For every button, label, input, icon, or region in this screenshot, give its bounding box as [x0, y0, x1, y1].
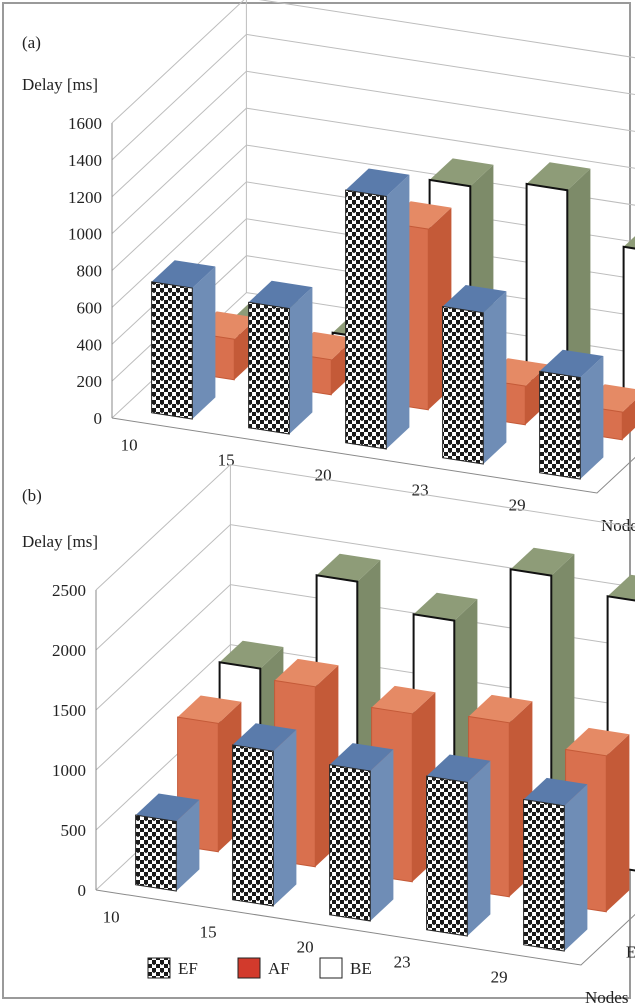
legend: EF AF BE	[147, 957, 372, 979]
x-tick-label: 29	[491, 968, 508, 987]
x-tick-label: 20	[297, 938, 314, 957]
legend-label: AF	[268, 959, 290, 978]
y-tick-label: 200	[77, 372, 103, 391]
panel-label: (a)	[22, 33, 41, 52]
x-tick-label: 23	[394, 953, 411, 972]
y-tick-label: 2000	[52, 641, 86, 660]
y-axis-label: Delay [ms]	[22, 75, 98, 94]
y-tick-label: 1200	[68, 188, 102, 207]
y-tick-label: 600	[77, 298, 103, 317]
bar-be-23	[525, 162, 591, 387]
legend-item-af: AF	[237, 957, 290, 979]
x-tick-label: 15	[200, 923, 217, 942]
x-tick-label: 20	[315, 466, 332, 485]
y-tick-label: 1400	[68, 151, 102, 170]
chart-panel-0: 0 200 400 600 800 1000 1200 1400 1600 (a) Delay [m…	[22, 0, 635, 535]
y-tick-label: 0	[94, 409, 103, 428]
legend-label: BE	[350, 959, 372, 978]
y-tick-label: 1000	[52, 761, 86, 780]
chart-panel-1: 0 500 1000 1500 2000 2500 (b) Delay [ms] 10 15 20 2…	[22, 464, 635, 1003]
y-tick-label: 800	[77, 262, 103, 281]
y-tick-label: 1500	[52, 701, 86, 720]
legend-label: EF	[178, 959, 198, 978]
gridline	[111, 0, 635, 124]
white-square-icon	[319, 957, 343, 979]
red-square-icon	[237, 957, 261, 979]
floor-edge	[95, 889, 635, 966]
legend-item-be: BE	[319, 957, 372, 979]
bar-be-29	[622, 236, 635, 398]
gridline	[111, 33, 635, 161]
x-tick-label: 29	[509, 496, 526, 515]
x-axis-label: Nodes	[601, 516, 635, 535]
bar-ef-20	[345, 168, 410, 450]
y-tick-label: 400	[77, 335, 103, 354]
bar-ef-29	[523, 777, 588, 952]
y-tick-label: 2500	[52, 581, 86, 600]
bar-ef-15	[248, 280, 313, 435]
x-tick-label: 23	[412, 481, 429, 500]
checker-pattern-icon	[147, 957, 171, 979]
bar-ef-10	[135, 793, 200, 892]
bar-ef-10	[151, 260, 216, 420]
y-tick-label: 0	[78, 881, 87, 900]
bar-ef-20	[329, 743, 394, 922]
depth-tick-label: EF	[626, 942, 635, 961]
floor-edge	[111, 417, 635, 494]
bar-ef-23	[426, 754, 491, 937]
y-tick-label: 1000	[68, 225, 102, 244]
x-tick-label: 10	[103, 908, 120, 927]
x-tick-label: 10	[121, 436, 138, 455]
y-tick-label: 1600	[68, 114, 102, 133]
y-axis-label: Delay [ms]	[22, 532, 98, 551]
y-tick-label: 500	[61, 821, 87, 840]
panel-label: (b)	[22, 486, 42, 505]
bar-ef-23	[442, 285, 507, 465]
bar-ef-15	[232, 723, 297, 907]
x-axis-label: Nodes	[585, 988, 628, 1003]
bar-ef-29	[539, 349, 604, 480]
legend-item-ef: EF	[147, 957, 198, 979]
x-tick-label: 15	[218, 451, 235, 470]
